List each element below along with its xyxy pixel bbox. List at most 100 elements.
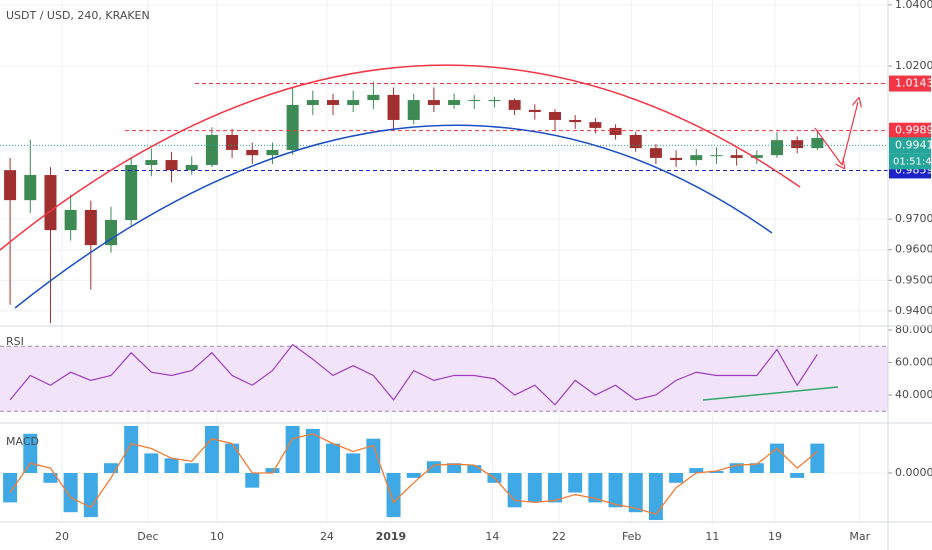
candle-body xyxy=(246,149,259,156)
macd-bar xyxy=(285,425,300,473)
x-tick-label: 22 xyxy=(552,530,566,543)
arrow-up xyxy=(841,102,858,166)
macd-bar xyxy=(426,461,441,473)
macd-bar xyxy=(225,443,240,473)
y-tick-label: 0.9500 xyxy=(895,273,932,286)
candle-body xyxy=(407,100,420,120)
macd-bar xyxy=(245,473,260,488)
macd-bar xyxy=(326,443,340,473)
x-tick-label: Feb xyxy=(622,530,641,543)
red-arc xyxy=(0,64,801,251)
pane-title: MACD xyxy=(6,435,39,448)
candle-body xyxy=(670,157,683,161)
macd-bar xyxy=(447,463,462,473)
candle-body xyxy=(649,148,662,158)
candle-body xyxy=(286,104,299,150)
candle-body xyxy=(710,155,723,157)
pane-title: RSI xyxy=(6,335,24,348)
candle-body xyxy=(771,140,783,156)
macd-bar xyxy=(3,473,18,503)
x-tick-label: Mar xyxy=(849,530,870,543)
x-tick-label: 11 xyxy=(705,530,719,543)
macd-bar xyxy=(23,433,38,473)
macd-bar xyxy=(467,465,482,473)
x-tick-label: Dec xyxy=(137,530,158,543)
candle-body xyxy=(549,112,561,120)
candle-body xyxy=(528,109,541,113)
candle-body xyxy=(609,127,622,135)
macd-bar xyxy=(204,425,219,473)
macd-bar xyxy=(709,471,724,473)
y-tick-label: 0.9600 xyxy=(895,243,932,256)
candle-body xyxy=(468,100,481,102)
price-label-box xyxy=(889,137,931,154)
blue-arc xyxy=(14,124,773,309)
candle-body xyxy=(367,94,380,101)
macd-bar xyxy=(689,468,704,473)
price-label: 0.9989 xyxy=(895,124,932,137)
macd-bar xyxy=(104,463,118,473)
macd-bar xyxy=(366,438,381,473)
macd-bar xyxy=(63,473,78,513)
x-tick-label: 24 xyxy=(320,530,334,543)
macd-bar xyxy=(144,453,159,473)
candle-body xyxy=(488,100,501,102)
candle-body xyxy=(205,134,218,165)
macd-bar xyxy=(406,473,421,478)
macd-bar xyxy=(790,473,805,478)
macd-bar xyxy=(648,473,663,521)
macd-bar xyxy=(588,473,603,503)
candle-body xyxy=(427,100,440,105)
macd-bar xyxy=(83,473,98,518)
macd-bar xyxy=(43,473,58,483)
chart-title: USDT / USD, 240, KRAKEN xyxy=(6,9,150,22)
y-tick-label: 80.0000 xyxy=(895,323,932,336)
candle-body xyxy=(448,100,461,105)
grid xyxy=(0,0,888,522)
candle-body xyxy=(327,100,339,105)
candle-body xyxy=(64,209,77,231)
x-tick-label: 20 xyxy=(55,530,69,543)
macd-bar xyxy=(608,473,623,508)
macd-bar xyxy=(507,473,522,508)
candle-body xyxy=(347,100,360,105)
macd-bar xyxy=(548,473,562,503)
price-label: 1.0143 xyxy=(895,77,932,90)
candle-body xyxy=(589,122,602,128)
macd-bar xyxy=(810,443,825,473)
candle-body xyxy=(387,94,400,120)
x-tick-label: 2019 xyxy=(376,530,407,543)
macd-bar xyxy=(568,473,583,493)
candle-body xyxy=(306,100,319,105)
y-tick-label: 0.9700 xyxy=(895,212,932,225)
macd-bar xyxy=(124,425,139,473)
candle-body xyxy=(125,164,138,221)
macd-bar xyxy=(669,473,684,483)
candle-body xyxy=(791,140,804,149)
macd-bar xyxy=(749,463,764,473)
candle-body xyxy=(185,164,198,171)
candle-body xyxy=(44,175,57,231)
candle-body xyxy=(145,160,158,165)
macd-bar xyxy=(628,473,643,513)
candle-body xyxy=(266,149,279,156)
candle-body xyxy=(4,170,17,201)
macd-bar xyxy=(527,473,542,503)
candle-body xyxy=(24,175,37,201)
macd-bar xyxy=(729,463,744,473)
candle-body xyxy=(105,220,117,246)
candle-body xyxy=(508,100,521,110)
arrow-down xyxy=(814,127,842,165)
candle-body xyxy=(226,134,239,150)
countdown: 01:51:42 xyxy=(893,156,932,167)
y-tick-label: 0.0000 xyxy=(895,466,932,479)
rsi-band xyxy=(0,346,888,412)
rsi-line xyxy=(9,343,818,406)
rsi-trendline xyxy=(702,386,839,401)
candle-body xyxy=(629,134,642,149)
macd-bar xyxy=(164,458,179,473)
macd-bar xyxy=(305,428,320,473)
macd-bar xyxy=(386,473,401,518)
